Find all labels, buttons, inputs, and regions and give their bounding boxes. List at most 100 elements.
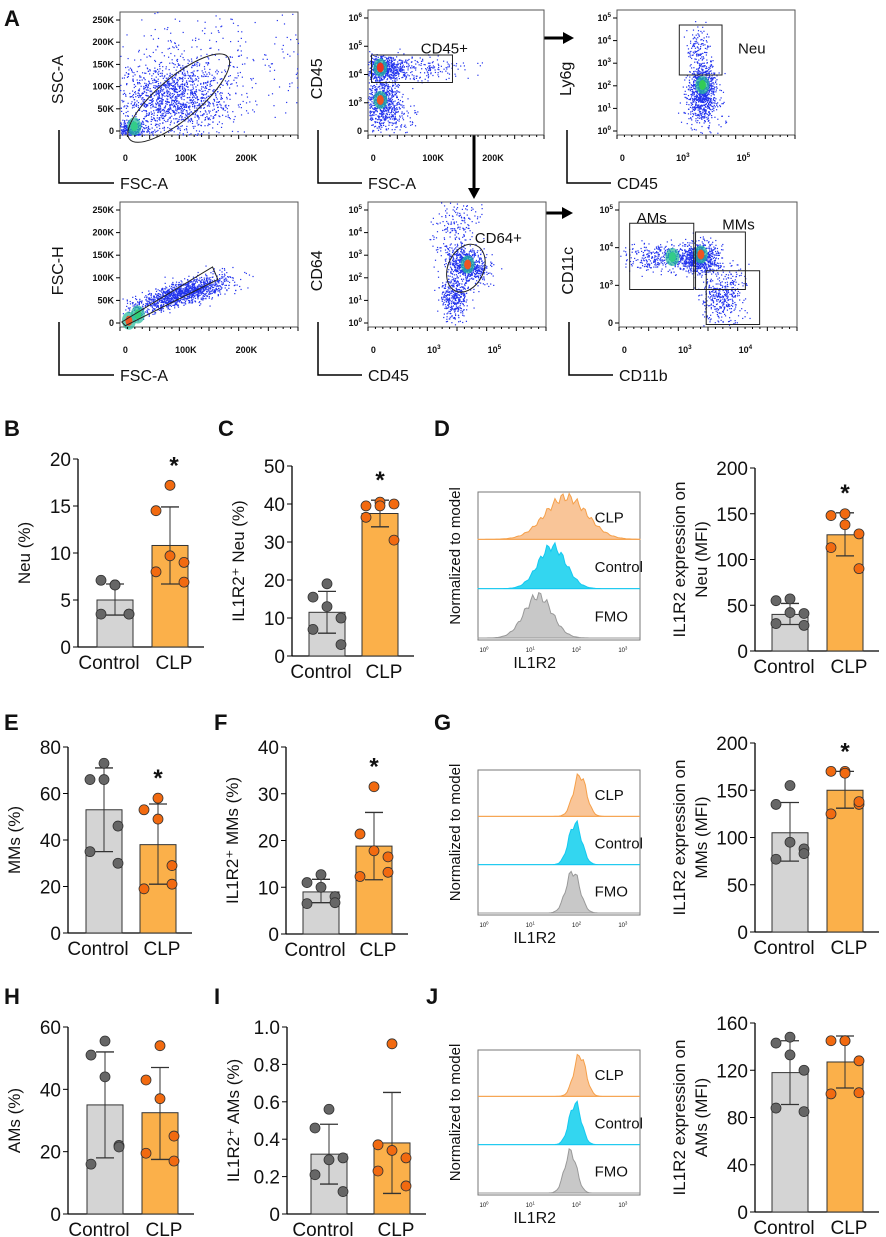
event-dot: [214, 281, 217, 283]
event-dot: [710, 63, 712, 66]
event-dot: [182, 134, 185, 136]
event-dot: [389, 92, 391, 95]
event-dot: [702, 96, 704, 98]
event-dot: [420, 60, 423, 62]
event-dot: [705, 36, 708, 38]
event-dot: [390, 62, 393, 64]
event-dot: [237, 104, 240, 106]
event-dot: [149, 88, 151, 90]
y-tick-label: 104: [348, 68, 362, 79]
event-dot: [688, 85, 690, 87]
event-dot: [168, 300, 170, 302]
event-dot: [700, 112, 702, 115]
event-dot: [714, 72, 716, 74]
event-dot: [388, 59, 390, 61]
event-dot: [120, 123, 123, 125]
event-dot: [174, 96, 177, 98]
event-dot: [167, 92, 169, 94]
event-dot: [124, 122, 126, 124]
event-dot: [222, 109, 224, 111]
event-dot: [708, 90, 711, 92]
event-dot: [704, 65, 706, 67]
event-dot: [403, 113, 405, 115]
event-dot: [370, 85, 372, 87]
event-dot: [191, 119, 193, 121]
event-dot: [401, 101, 404, 103]
event-dot: [705, 105, 707, 108]
flow-plot-frame: [119, 201, 299, 328]
event-dot: [194, 116, 196, 118]
event-dot: [143, 35, 145, 37]
event-dot: [216, 82, 219, 84]
event-dot: [394, 113, 396, 115]
event-dot: [369, 107, 371, 109]
event-dot: [127, 73, 129, 75]
event-dot: [386, 117, 388, 119]
event-dot: [170, 303, 172, 305]
event-dot: [429, 66, 431, 68]
event-dot: [127, 66, 129, 68]
event-dot: [702, 52, 704, 55]
event-dot: [370, 96, 372, 98]
event-dot: [287, 53, 289, 55]
event-dot: [161, 307, 163, 309]
event-dot: [125, 72, 127, 74]
event-dot: [169, 39, 172, 42]
event-dot: [368, 61, 370, 63]
event-dot: [148, 290, 150, 292]
event-dot: [149, 102, 152, 104]
event-dot: [693, 99, 695, 101]
event-dot: [192, 80, 195, 83]
event-dot: [149, 299, 151, 301]
event-dot: [383, 87, 385, 89]
event-dot: [155, 86, 157, 88]
event-dot: [712, 108, 714, 110]
event-dot: [161, 93, 163, 95]
event-dot: [181, 71, 184, 74]
event-dot: [134, 85, 137, 87]
event-dot: [212, 102, 214, 104]
event-dot: [197, 20, 199, 22]
event-dot: [373, 59, 376, 61]
event-dot: [695, 40, 698, 42]
event-dot: [172, 93, 174, 95]
event-dot: [212, 77, 214, 80]
event-dot: [370, 111, 373, 113]
event-dot: [705, 103, 708, 105]
event-dot: [713, 83, 715, 85]
event-dot: [448, 52, 450, 54]
event-dot: [227, 114, 229, 116]
event-dot: [172, 46, 174, 48]
event-dot: [159, 75, 161, 77]
event-dot: [196, 122, 198, 124]
event-dot: [699, 105, 701, 108]
event-dot: [411, 74, 413, 76]
event-dot: [176, 121, 178, 123]
event-dot: [378, 86, 380, 88]
event-dot: [145, 94, 147, 96]
event-dot: [191, 78, 193, 80]
event-dot: [193, 95, 195, 97]
event-dot: [383, 83, 386, 86]
event-dot: [159, 68, 161, 70]
event-dot: [707, 113, 709, 116]
event-dot: [702, 56, 704, 58]
event-dot: [233, 79, 235, 81]
event-dot: [707, 105, 709, 108]
event-dot: [401, 104, 403, 106]
event-dot: [374, 73, 376, 75]
event-dot: [202, 288, 204, 290]
event-dot: [201, 103, 203, 105]
event-dot: [703, 122, 705, 124]
event-dot: [396, 107, 398, 109]
event-dot: [387, 74, 389, 76]
event-dot: [693, 128, 696, 131]
event-dot: [195, 292, 198, 294]
event-dot: [704, 110, 706, 112]
event-dot: [700, 39, 702, 41]
event-dot: [160, 310, 162, 312]
event-dot: [388, 75, 391, 77]
event-dot: [386, 89, 388, 91]
event-dot: [704, 101, 706, 103]
event-dot: [213, 289, 215, 292]
